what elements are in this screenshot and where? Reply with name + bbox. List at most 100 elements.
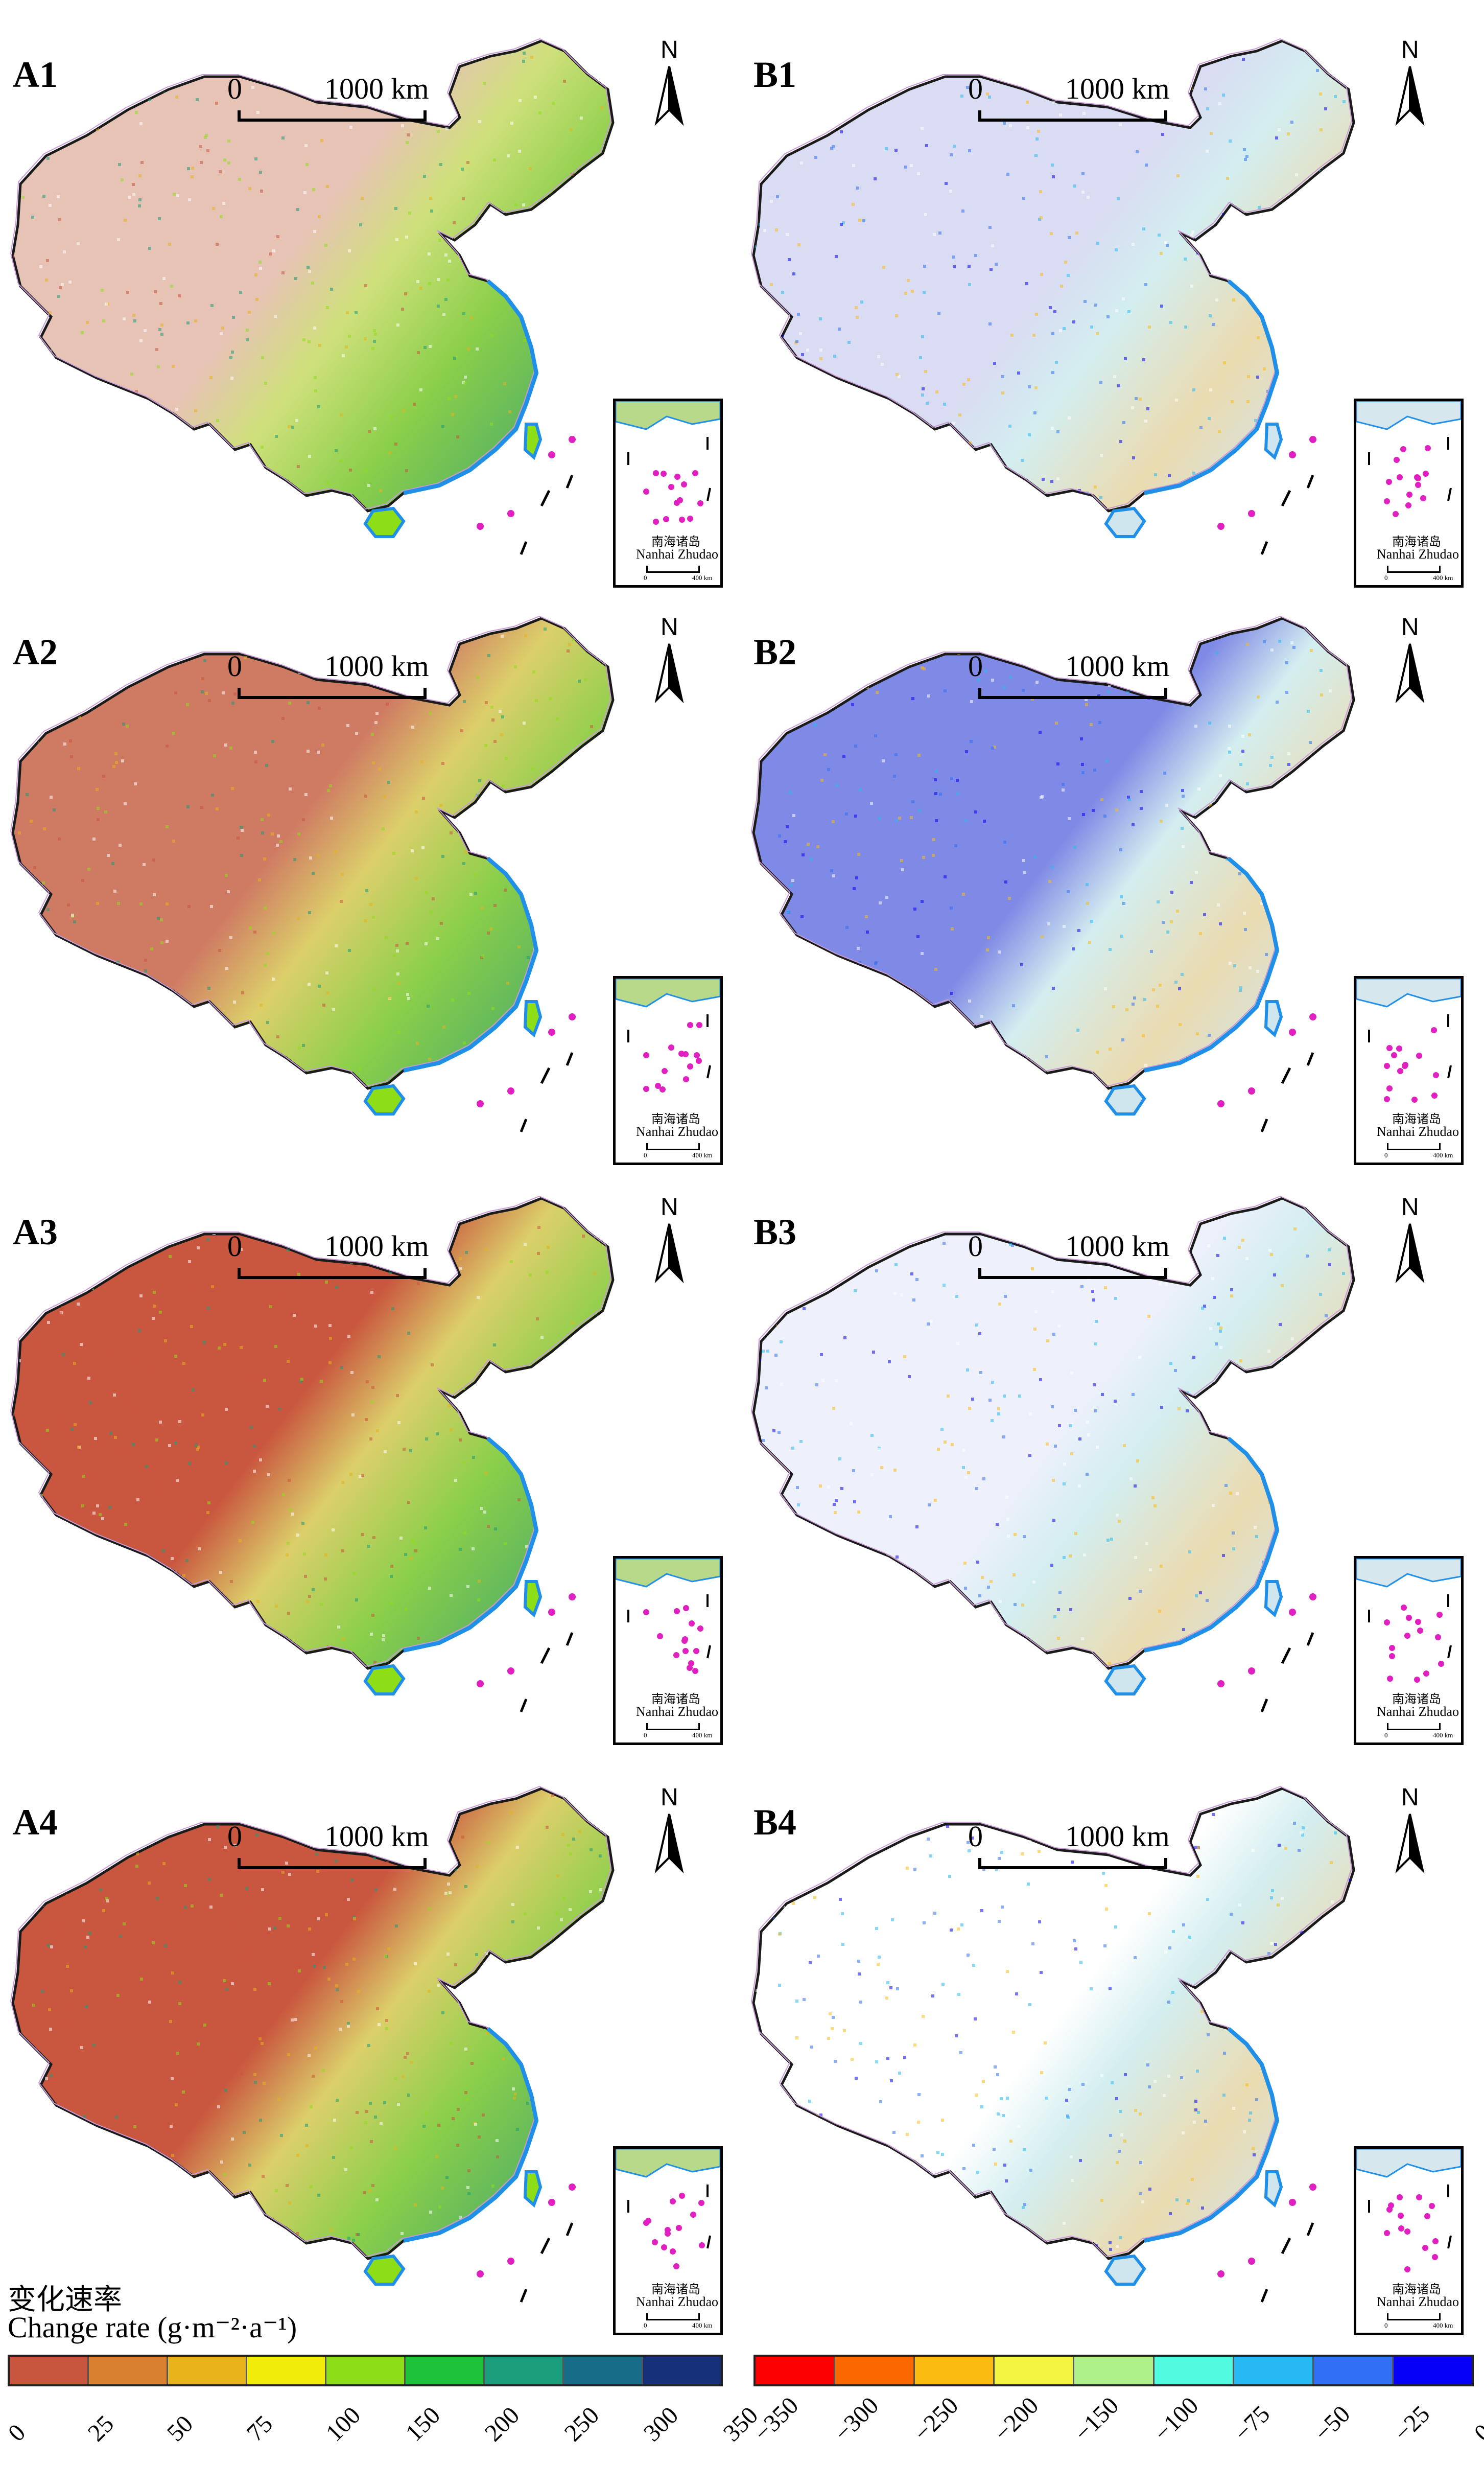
north-label: N [661, 36, 678, 63]
map-panel-b2: B2 0 1000 km N 南海诸岛 Nanhai Zhudao 0 400 km [741, 577, 1466, 1165]
south-china-sea-inset: 南海诸岛 Nanhai Zhudao 0 400 km [1354, 2146, 1464, 2335]
inset-english-label: Nanhai Zhudao [1377, 2294, 1459, 2309]
north-arrow-icon: N [1387, 1193, 1433, 1285]
colorbar-tick-label: 25 [82, 2410, 119, 2447]
north-arrow-icon: N [1387, 1783, 1433, 1875]
negative-colorbar-ticks: −350 −300 −250 −200 −150 −100 −75 −50 −25 0 [749, 2392, 1484, 2463]
inset-english-label: Nanhai Zhudao [636, 547, 719, 562]
colorbar-tick-label: 200 [480, 2401, 525, 2447]
map-panel-a4: A4 0 1000 km N 南海诸岛 Nanhai Zhudao 0 400 km [0, 1748, 725, 2335]
map-panel-a1: A1 0 1000 km N 南海诸岛 Nanhai Zhudao 0 400 km [0, 0, 725, 588]
scale-zero: 0 [968, 72, 983, 105]
china-map [10, 38, 615, 555]
inset-scale-zero: 0 [1384, 574, 1388, 582]
colorbar-tick-label: 75 [241, 2410, 278, 2447]
colorbar-tick-label: −250 [909, 2391, 964, 2447]
colorbar-swatch [485, 2357, 564, 2384]
legend-title-chinese: 变化速率 [8, 2283, 122, 2316]
colorbar-swatch [643, 2357, 721, 2384]
colorbar-swatch [168, 2357, 247, 2384]
north-arrow-icon: N [1387, 613, 1433, 705]
inset-scale-distance: 400 km [1433, 1151, 1453, 1159]
panel-label: A1 [13, 54, 58, 95]
colorbar-tick-label: −50 [1309, 2400, 1355, 2447]
inset-scale-line [646, 566, 700, 573]
colorbar-tick-label: 100 [320, 2401, 366, 2447]
north-label: N [661, 614, 678, 641]
map-panel-b4: B4 0 1000 km N 南海诸岛 Nanhai Zhudao 0 400 km [741, 1748, 1466, 2335]
inset-scale-zero: 0 [644, 1151, 647, 1159]
north-arrow-icon: N [646, 36, 692, 128]
north-arrow-icon: N [646, 613, 692, 705]
panel-label: B3 [753, 1212, 797, 1252]
colorbar-tick-label: 150 [400, 2401, 445, 2447]
colorbar-tick-label: 0 [1469, 2419, 1484, 2447]
colorbar-swatch [1234, 2357, 1314, 2384]
colorbar-tick-label: 300 [639, 2401, 684, 2447]
scale-bar: 0 1000 km [222, 1819, 447, 1880]
north-arrow-icon: N [646, 1783, 692, 1875]
scale-distance: 1000 km [324, 649, 429, 683]
colorbar-swatch [564, 2357, 643, 2384]
panel-label: B1 [753, 54, 797, 95]
scale-zero: 0 [227, 649, 242, 683]
scale-bar: 0 1000 km [222, 72, 447, 133]
colorbar-tick-label: −200 [988, 2391, 1044, 2447]
north-arrow-icon: N [1387, 36, 1433, 128]
inset-scale-line [646, 2313, 700, 2320]
colorbar-tick-label: −25 [1389, 2400, 1435, 2447]
colorbar-tick-label: −75 [1229, 2400, 1276, 2447]
inset-scale-zero: 0 [644, 1731, 647, 1739]
colorbar-tick-label: −150 [1069, 2391, 1124, 2447]
south-china-sea-inset: 南海诸岛 Nanhai Zhudao 0 400 km [1354, 1556, 1464, 1745]
north-label: N [1401, 1784, 1419, 1811]
scale-line [238, 688, 427, 699]
inset-scale-zero: 0 [1384, 2321, 1388, 2329]
north-label: N [1401, 614, 1419, 641]
panel-label: B4 [753, 1802, 797, 1843]
north-label: N [1401, 36, 1419, 63]
south-china-sea-inset: 南海诸岛 Nanhai Zhudao 0 400 km [613, 1556, 723, 1745]
scale-bar: 0 1000 km [222, 649, 447, 710]
south-china-sea-inset: 南海诸岛 Nanhai Zhudao 0 400 km [1354, 399, 1464, 588]
colorbar-swatch [89, 2357, 168, 2384]
colorbar-swatch [915, 2357, 995, 2384]
scale-zero: 0 [227, 72, 242, 105]
north-label: N [1401, 1194, 1419, 1221]
inset-chinese-label: 南海诸岛 [651, 2282, 700, 2296]
scale-distance: 1000 km [1065, 72, 1170, 105]
panel-label: A4 [13, 1802, 58, 1843]
colorbar-tick-label: −300 [829, 2391, 884, 2447]
china-map [750, 615, 1355, 1132]
inset-scale-distance: 400 km [692, 1151, 713, 1159]
colorbar-swatch [995, 2357, 1075, 2384]
scale-zero: 0 [968, 1820, 983, 1853]
inset-scale-distance: 400 km [692, 574, 713, 582]
scale-distance: 1000 km [324, 72, 429, 105]
colorbar-swatch [1313, 2357, 1394, 2384]
colorbar-swatch [1393, 2357, 1472, 2384]
inset-english-label: Nanhai Zhudao [1377, 1704, 1459, 1719]
colorbar-tick-label: −350 [748, 2391, 804, 2447]
inset-scale-line [1387, 2313, 1441, 2320]
north-label: N [661, 1784, 678, 1811]
inset-chinese-label: 南海诸岛 [1392, 1692, 1441, 1706]
north-arrow-icon: N [646, 1193, 692, 1285]
inset-scale-line [646, 1723, 700, 1730]
inset-scale-distance: 400 km [1433, 574, 1453, 582]
scale-line [978, 688, 1167, 699]
legend-title-english: Change rate (g·m⁻²·a⁻¹) [8, 2311, 297, 2344]
inset-english-label: Nanhai Zhudao [636, 1124, 719, 1139]
colorbar-tick-label: 250 [559, 2401, 604, 2447]
scale-bar: 0 1000 km [963, 1819, 1188, 1880]
colorbar-swatch [247, 2357, 326, 2384]
scale-line [978, 1858, 1167, 1869]
scale-line [238, 110, 427, 122]
scale-line [978, 110, 1167, 122]
scale-distance: 1000 km [324, 1820, 429, 1853]
china-map [750, 1785, 1355, 2303]
inset-chinese-label: 南海诸岛 [651, 1112, 700, 1126]
inset-scale-distance: 400 km [692, 2321, 713, 2329]
south-china-sea-inset: 南海诸岛 Nanhai Zhudao 0 400 km [1354, 976, 1464, 1165]
south-china-sea-inset: 南海诸岛 Nanhai Zhudao 0 400 km [613, 976, 723, 1165]
